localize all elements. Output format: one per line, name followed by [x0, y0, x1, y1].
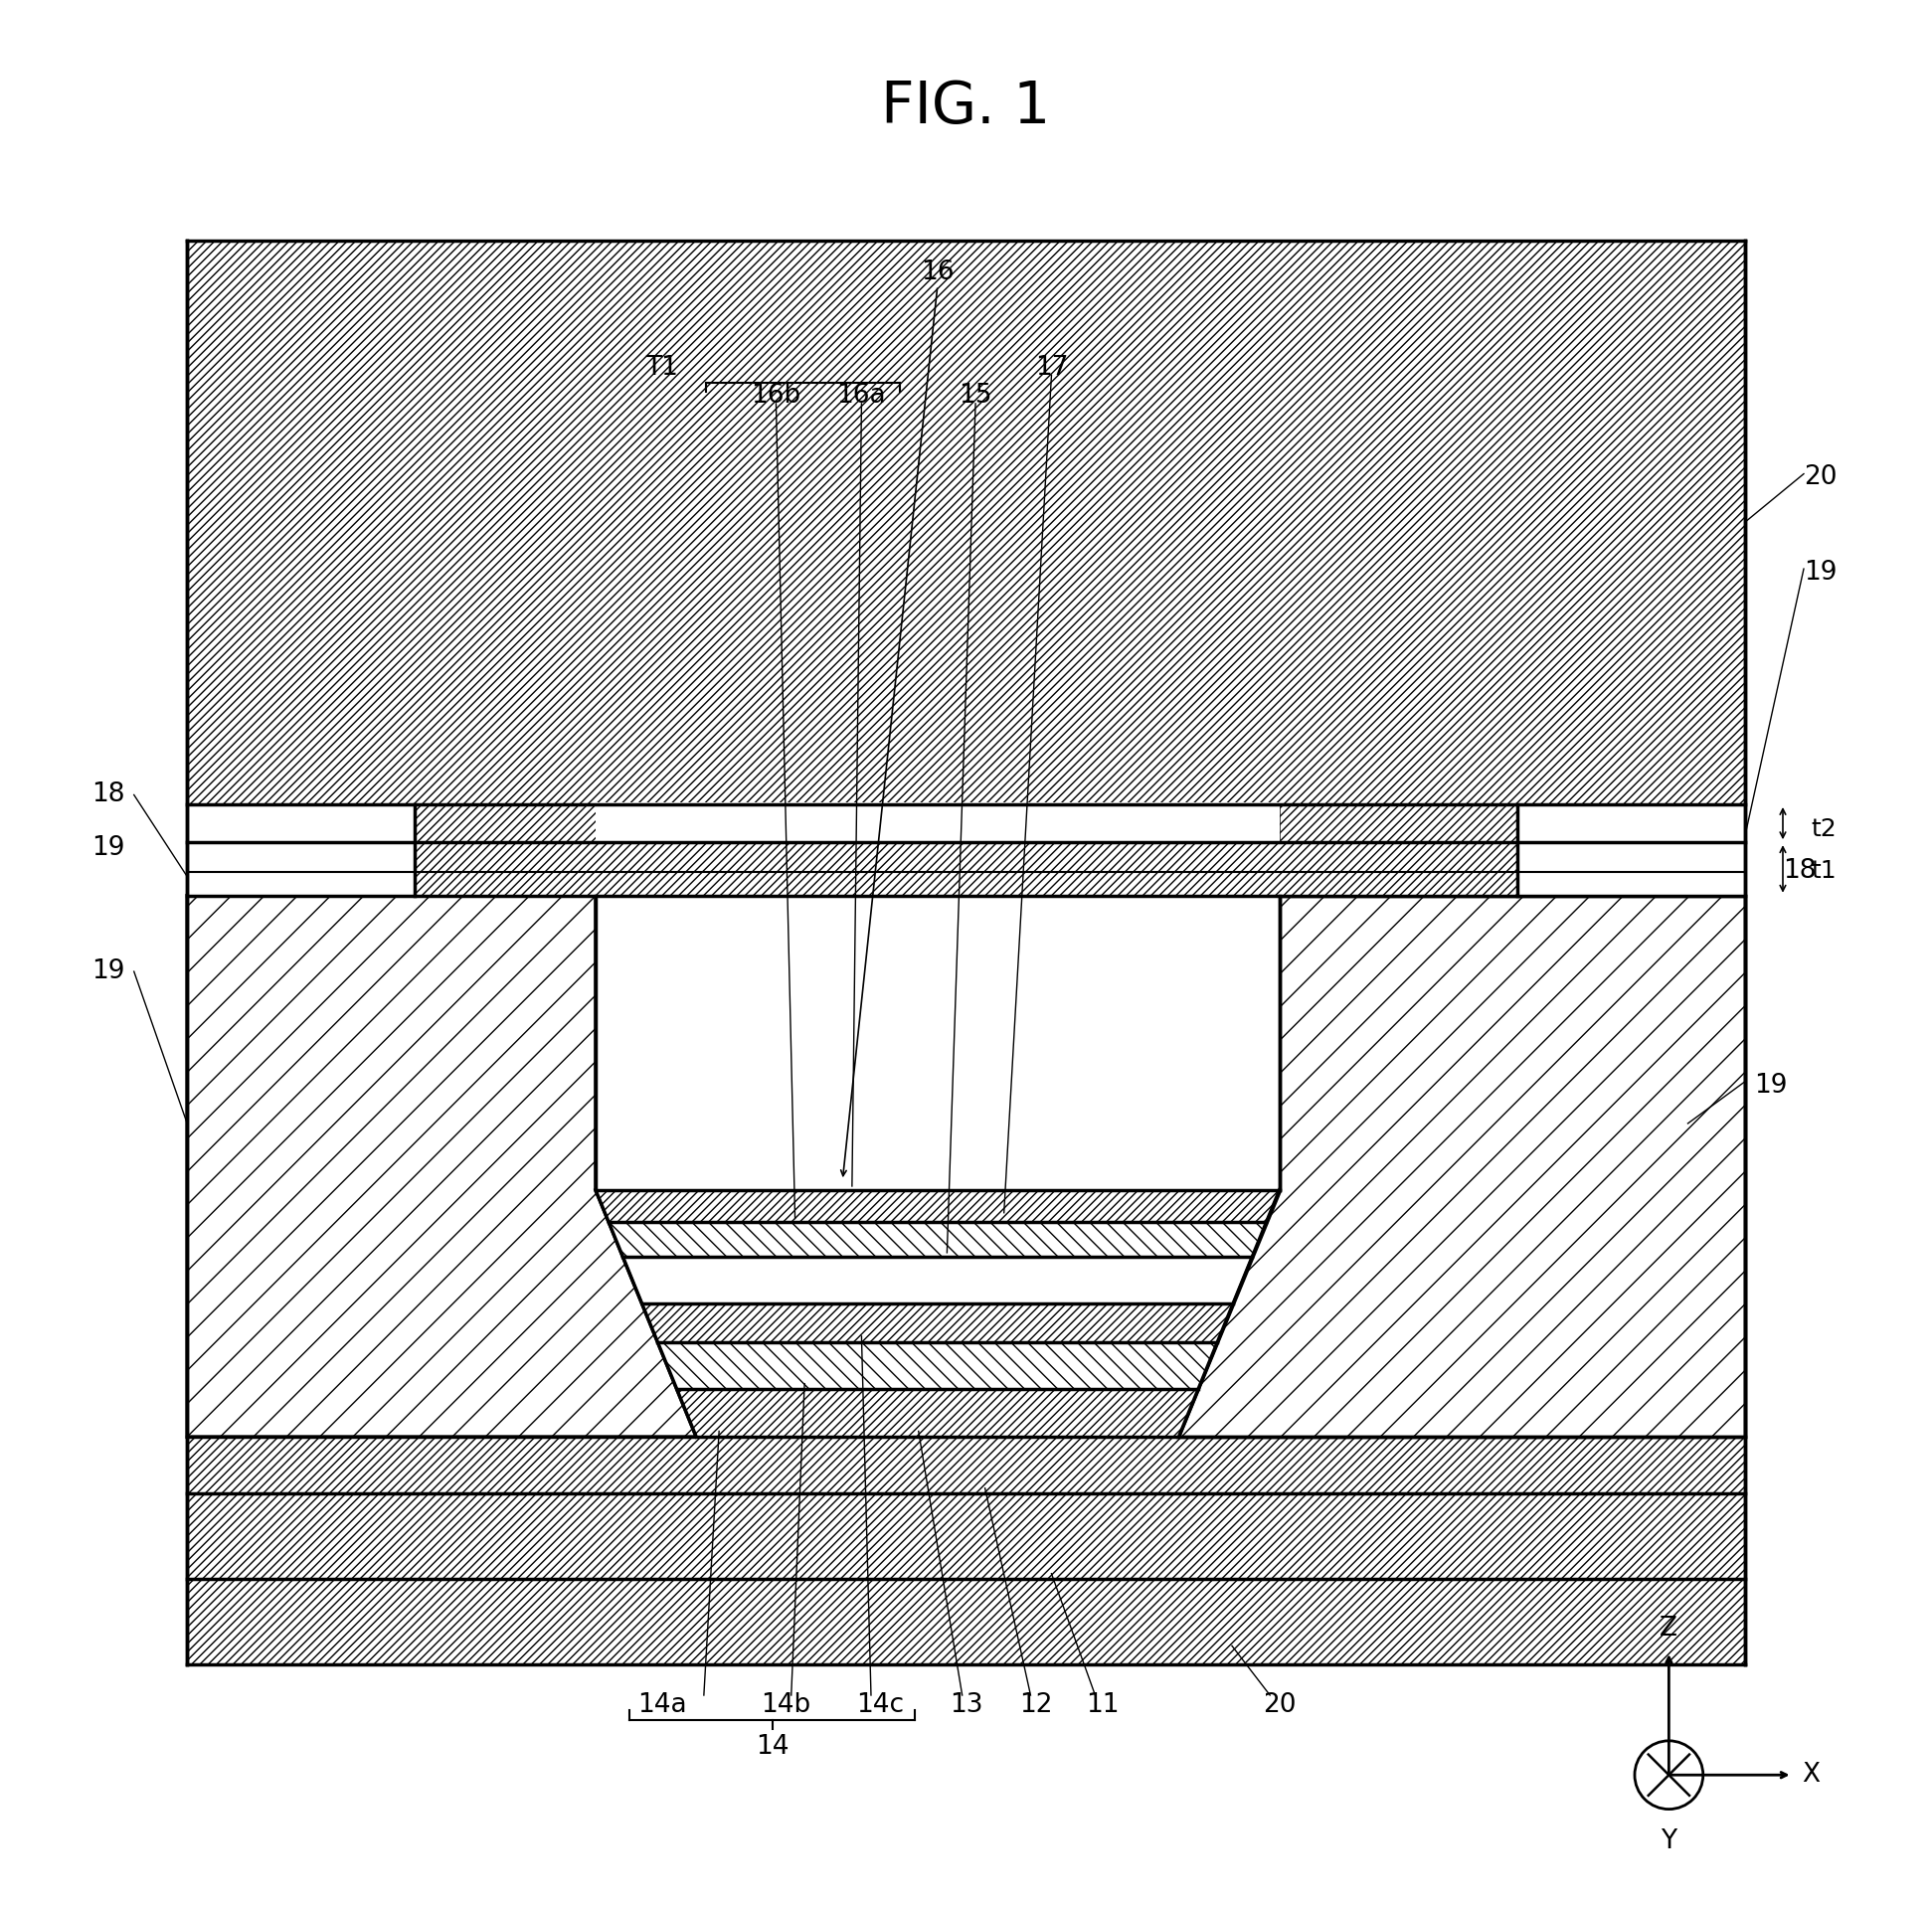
Text: 14b: 14b [761, 1692, 811, 1718]
Text: 17: 17 [1036, 354, 1068, 381]
Bar [187, 1436, 1745, 1494]
Text: 20: 20 [1264, 1692, 1296, 1718]
Text: t1: t1 [1812, 859, 1837, 882]
Bar [187, 842, 1745, 872]
Bar [1517, 804, 1745, 895]
Text: 18: 18 [91, 781, 124, 808]
Text: 14a: 14a [638, 1692, 686, 1718]
Polygon shape [641, 1303, 1233, 1341]
Text: FIG. 1: FIG. 1 [881, 78, 1051, 135]
Text: 19: 19 [1804, 560, 1837, 585]
Text: X: X [1803, 1762, 1820, 1789]
Text: 18: 18 [1783, 857, 1816, 884]
Bar [187, 872, 1745, 895]
Text: T1: T1 [645, 354, 678, 381]
Text: Y: Y [1662, 1829, 1677, 1854]
Text: 19: 19 [91, 834, 124, 861]
Polygon shape [1179, 895, 1745, 1436]
Bar [1279, 804, 1745, 842]
Text: 19: 19 [91, 958, 124, 985]
Text: t2: t2 [1812, 817, 1837, 840]
Text: 14: 14 [755, 1734, 788, 1760]
Text: 12: 12 [1020, 1692, 1053, 1718]
Polygon shape [657, 1341, 1217, 1389]
Polygon shape [595, 1191, 1279, 1223]
Text: 15: 15 [958, 383, 993, 410]
Text: 14c: 14c [856, 1692, 904, 1718]
Bar [187, 240, 1745, 804]
Text: 13: 13 [949, 1692, 983, 1718]
Polygon shape [609, 1223, 1265, 1257]
Text: 19: 19 [1754, 1073, 1787, 1099]
Text: Z: Z [1660, 1615, 1677, 1642]
Bar [187, 1494, 1745, 1579]
Bar [595, 802, 1279, 842]
Bar [187, 804, 595, 842]
Text: 16: 16 [922, 259, 954, 286]
Bar [187, 1579, 1745, 1665]
Polygon shape [187, 895, 696, 1436]
Text: 20: 20 [1804, 465, 1837, 491]
Text: 16b: 16b [752, 383, 802, 410]
Polygon shape [676, 1389, 1198, 1436]
Bar [187, 804, 415, 895]
Polygon shape [622, 1257, 1252, 1303]
Text: 11: 11 [1086, 1692, 1119, 1718]
Text: 16a: 16a [837, 383, 887, 410]
Bar [187, 804, 1745, 842]
